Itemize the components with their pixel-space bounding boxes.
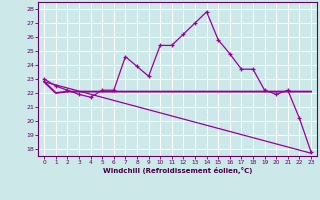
X-axis label: Windchill (Refroidissement éolien,°C): Windchill (Refroidissement éolien,°C): [103, 167, 252, 174]
